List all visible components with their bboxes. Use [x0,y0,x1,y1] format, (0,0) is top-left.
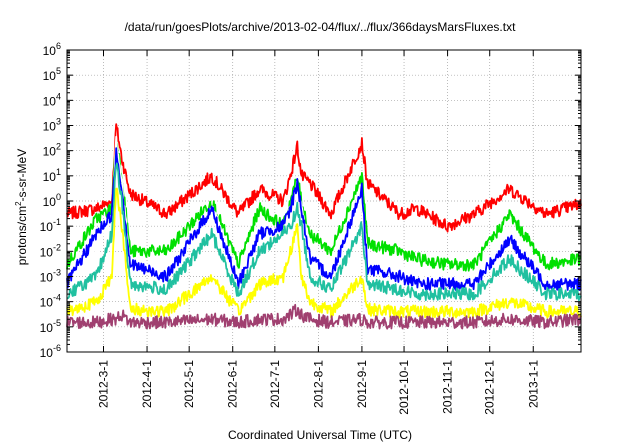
y-tick-label: 100 [43,192,61,209]
y-tick-base: 10 [40,271,54,285]
y-tick-exponent: -6 [53,343,61,353]
series-line-4 [66,147,582,292]
y-tick-base: 10 [43,195,57,209]
x-tick-label: 2012-3-1 [97,360,111,408]
y-tick-base: 10 [40,321,54,335]
chart-title: /data/run/goesPlots/archive/2013-02-04/f… [124,20,516,34]
y-tick-exponent: 1 [56,167,61,177]
y-tick-exponent: 0 [56,192,61,202]
y-axis-ticks: 10-610-510-410-310-210-11001011021031041… [40,41,581,360]
y-axis-label-post: -s-sr-MeV [15,148,29,202]
y-tick-exponent: 3 [56,117,61,127]
y-tick-label: 10-4 [40,293,61,310]
y-tick-label: 10-5 [40,318,61,335]
y-tick-label: 10-2 [40,242,61,259]
y-tick-exponent: 2 [56,142,61,152]
x-axis-ticks: 2012-3-1 2012-4-1 2012-5-1 2012-6-1 2012-7-1… [97,50,540,415]
y-tick-exponent: 6 [56,41,61,51]
y-axis-label-sup: 2 [14,201,23,206]
x-tick-label: 2012-10-1 [397,360,411,415]
y-tick-label: 10-3 [40,268,61,285]
series-line-2 [66,138,582,272]
x-tick-label: 2012-6-1 [226,360,240,408]
y-tick-base: 10 [40,220,54,234]
y-tick-base: 10 [40,296,54,310]
y-tick-base: 10 [43,69,57,83]
y-axis-label: protons/cm2-s-sr-MeV [14,97,30,317]
y-tick-exponent: -1 [53,217,61,227]
x-tick-label: 2012-7-1 [268,360,282,408]
x-tick-label: 2012-5-1 [182,360,196,408]
y-axis-label-pre: protons/cm [15,205,29,266]
y-tick-label: 101 [43,167,61,184]
y-tick-exponent: -2 [53,242,61,252]
y-tick-label: 104 [43,91,61,108]
y-tick-label: 102 [43,142,61,159]
y-tick-exponent: -4 [53,293,61,303]
x-axis-label: Coordinated Universal Time (UTC) [227,428,413,442]
y-tick-label: 103 [43,117,61,134]
y-tick-base: 10 [40,245,54,259]
series-line-3 [66,135,582,284]
y-tick-base: 10 [43,170,57,184]
y-tick-label: 10-6 [40,343,61,360]
y-tick-label: 105 [43,66,61,83]
series-line-7 [66,303,582,330]
x-tick-label: 2012-12-1 [483,360,497,415]
y-tick-exponent: -3 [53,268,61,278]
x-tick-label: 2012-9-1 [355,360,369,408]
y-tick-label: 106 [43,41,61,58]
y-tick-base: 10 [43,44,57,58]
series-line-5 [66,162,582,302]
y-tick-exponent: -5 [53,318,61,328]
y-tick-base: 10 [40,346,54,360]
series-line-6 [66,187,582,319]
x-tick-label: 2012-11-1 [441,360,455,414]
x-tick-label: 2012-8-1 [311,360,325,408]
y-tick-exponent: 4 [56,91,61,101]
y-tick-exponent: 5 [56,66,61,76]
y-tick-base: 10 [43,94,57,108]
x-tick-label: 2012-4-1 [140,360,154,408]
y-tick-base: 10 [43,145,57,159]
y-tick-label: 10-1 [40,217,61,234]
y-tick-base: 10 [43,120,57,134]
plot-area [66,123,582,330]
x-tick-label: 2013-1-1 [526,360,540,408]
series-line-1 [66,123,582,233]
